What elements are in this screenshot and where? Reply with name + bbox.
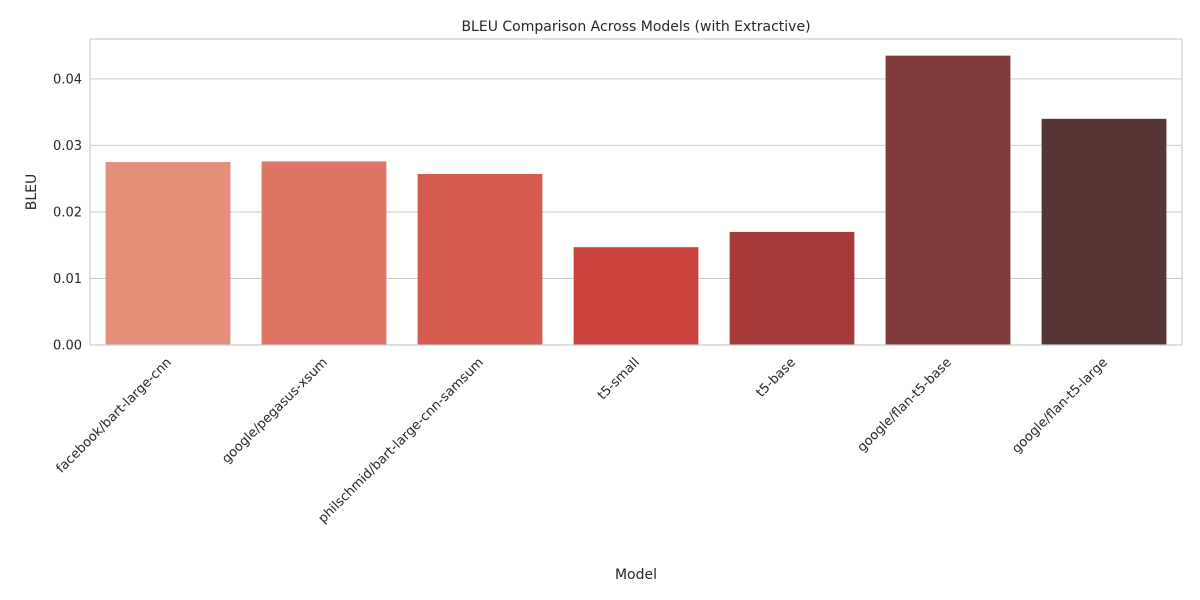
x-axis-ticks: facebook/bart-large-cnn google/pegasus-xs… (54, 355, 1111, 526)
chart-title: BLEU Comparison Across Models (with Extr… (461, 19, 810, 35)
x-tick-label: google/pegasus-xsum (219, 355, 331, 467)
plot-frame (89, 38, 1183, 346)
x-tick-label: facebook/bart-large-cnn (54, 355, 175, 476)
y-axis-label: BLEU (24, 174, 40, 211)
x-tick-label: philschmid/bart-large-cnn-samsum (316, 355, 487, 526)
bar-4 (729, 231, 855, 345)
y-axis-ticks: 0.00 0.01 0.02 0.03 0.04 (53, 72, 82, 353)
bar-1 (261, 161, 387, 345)
x-tick-label: google/flan-t5-base (855, 355, 955, 455)
x-tick-label: t5-small (595, 355, 643, 403)
bar-5 (885, 55, 1011, 346)
y-tick-label: 0.00 (53, 339, 82, 354)
bar-3 (573, 247, 699, 345)
y-tick-label: 0.03 (53, 139, 82, 154)
bar-6 (1041, 118, 1167, 346)
bar-0 (105, 162, 231, 345)
bar-2 (417, 174, 543, 345)
y-tick-label: 0.02 (53, 205, 82, 220)
x-axis-label: Model (615, 567, 657, 583)
x-tick-label: t5-base (754, 355, 799, 400)
x-tick-label: google/flan-t5-large (1009, 355, 1110, 456)
bars (105, 55, 1167, 346)
y-tick-label: 0.01 (53, 272, 82, 287)
y-tick-label: 0.04 (53, 72, 82, 87)
